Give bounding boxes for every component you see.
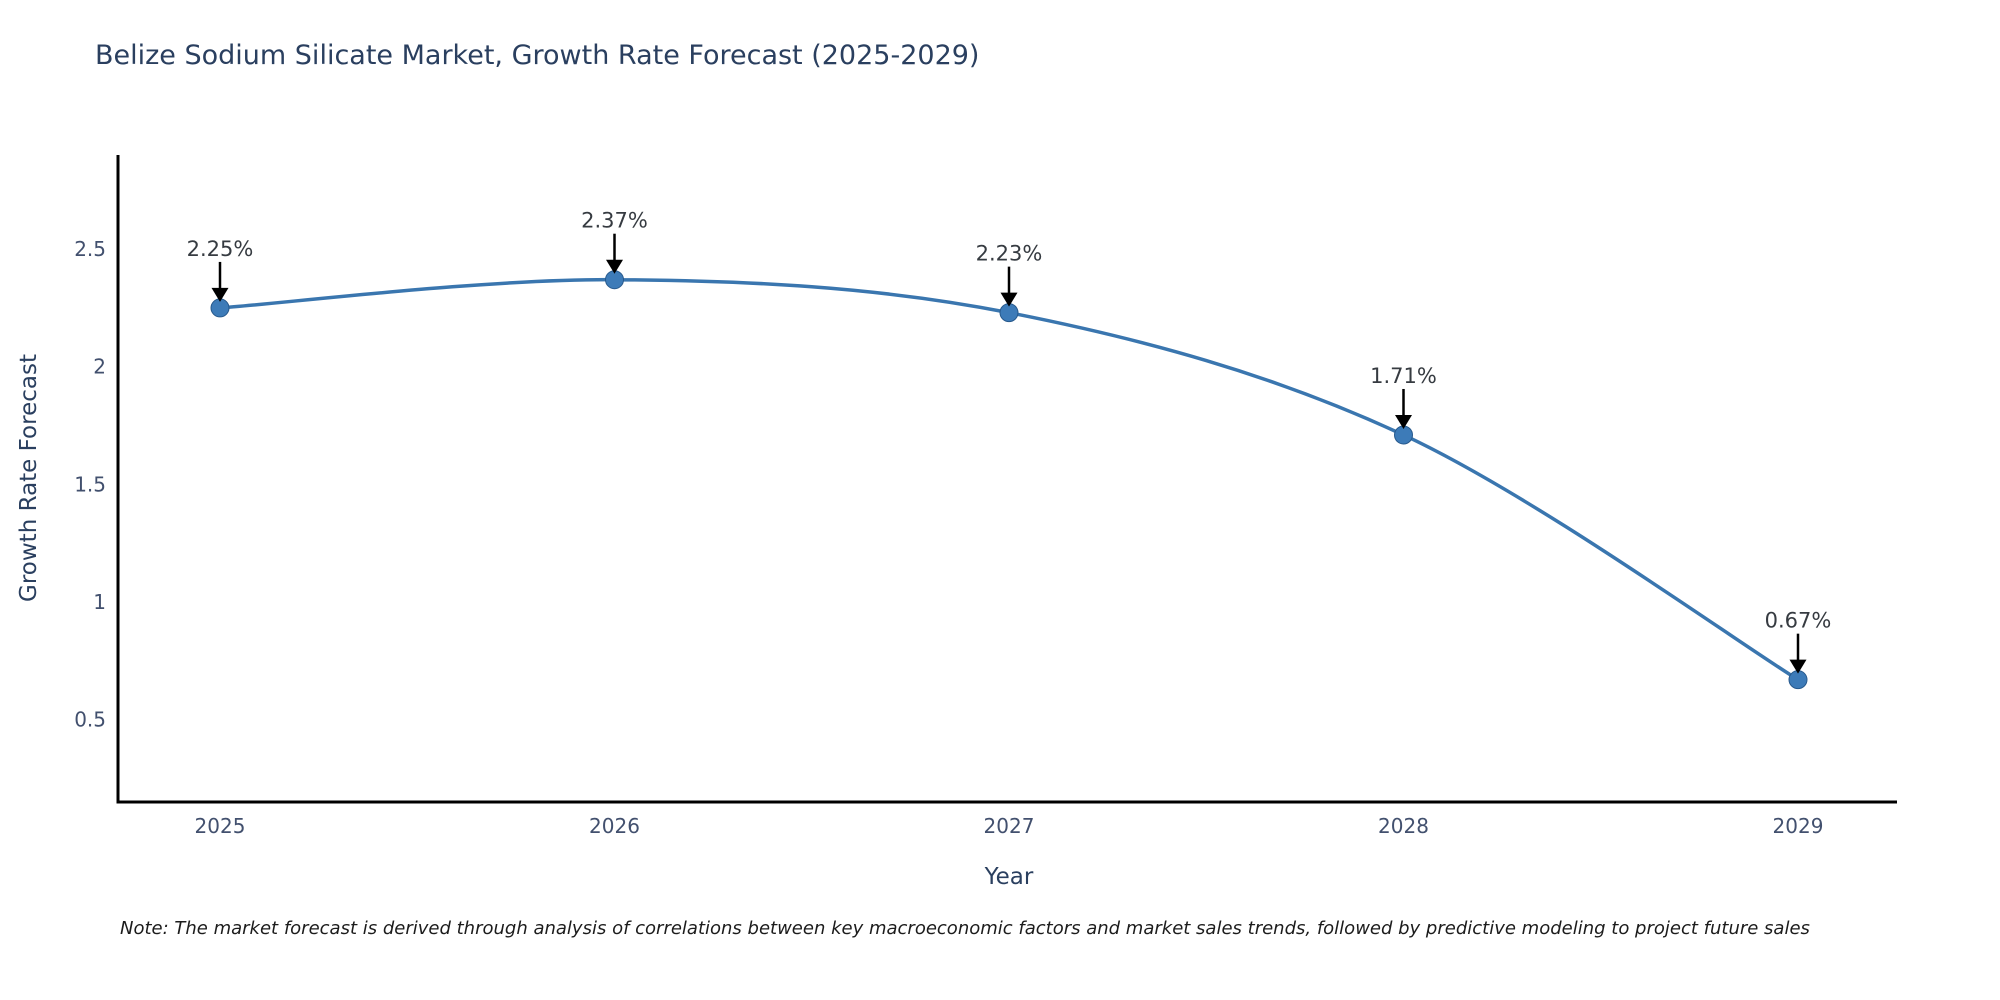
y-tick-label-0.5: 0.5 (74, 708, 106, 732)
y-tick-label-2.5: 2.5 (74, 237, 106, 261)
x-tick-label-2026: 2026 (589, 814, 640, 838)
point-annotation-label-2029: 0.67% (1765, 609, 1832, 633)
chart-title: Belize Sodium Silicate Market, Growth Ra… (95, 40, 980, 71)
annotation-arrow-head-2028 (1395, 414, 1412, 429)
point-annotation-label-2028: 1.71% (1370, 364, 1437, 388)
y-tick-label-1: 1 (93, 590, 106, 614)
y-axis-title: Growth Rate Forecast (16, 354, 42, 602)
point-annotation-label-2026: 2.37% (581, 209, 648, 233)
x-tick-label-2025: 2025 (195, 814, 246, 838)
annotation-arrow-head-2025 (211, 287, 229, 302)
point-annotation-label-2025: 2.25% (187, 237, 254, 261)
footnote: Note: The market forecast is derived thr… (120, 918, 1810, 939)
y-tick-label-2: 2 (93, 355, 106, 379)
annotation-arrow-head-2029 (1789, 659, 1807, 674)
annotation-arrow-head-2027 (1000, 292, 1018, 307)
annotation-arrow-head-2026 (606, 259, 623, 274)
point-annotation-label-2027: 2.23% (976, 242, 1043, 266)
y-tick-label-1.5: 1.5 (74, 472, 106, 496)
series-line (218, 277, 1800, 682)
x-tick-label-2028: 2028 (1378, 814, 1429, 838)
x-axis-title: Year (984, 864, 1034, 890)
x-tick-label-2029: 2029 (1773, 814, 1824, 838)
x-tick-label-2027: 2027 (984, 814, 1035, 838)
